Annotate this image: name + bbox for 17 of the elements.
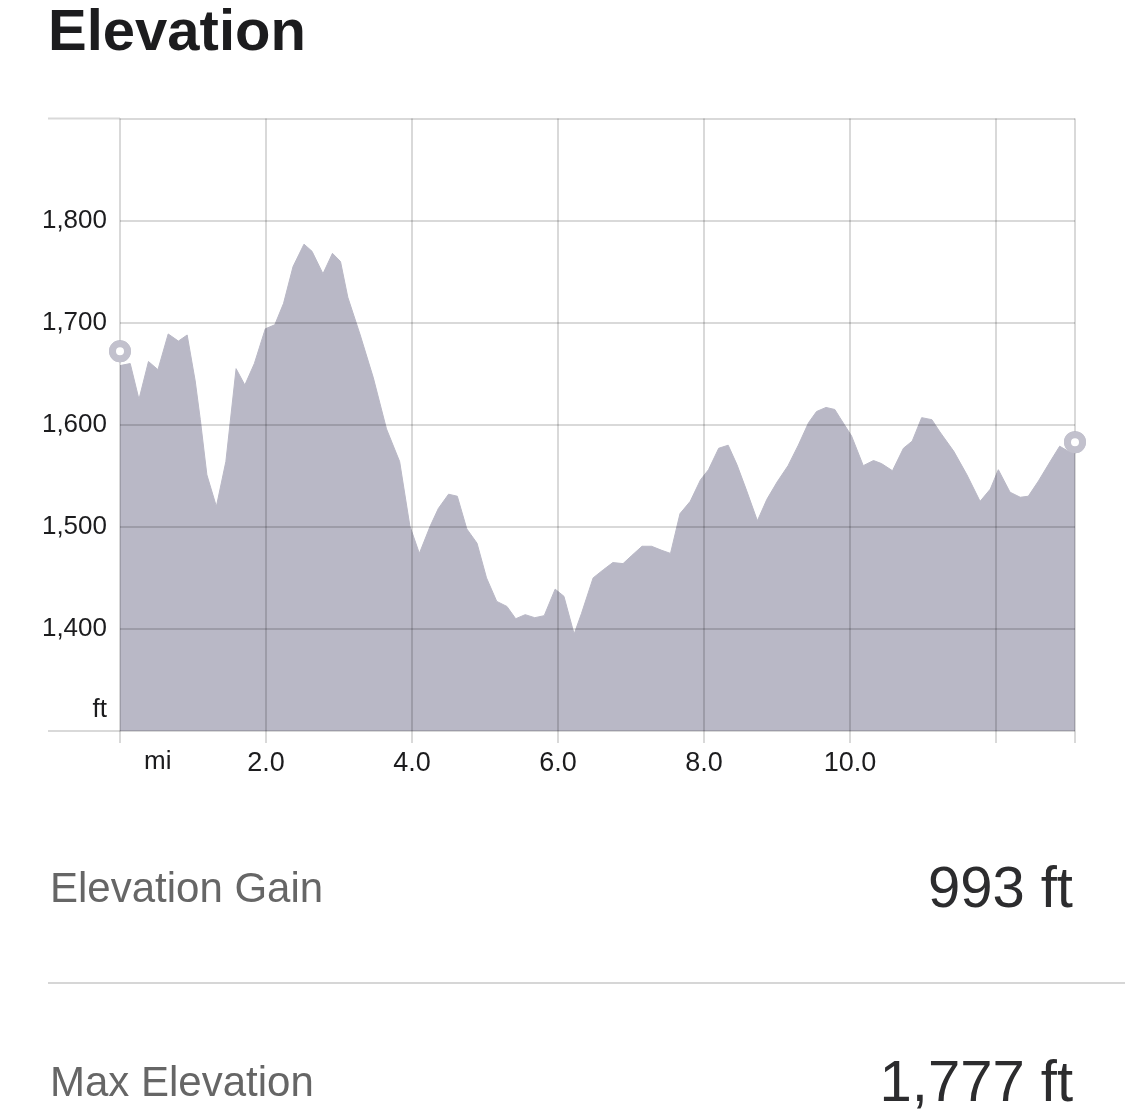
y-tick-label: 1,800 [41,203,107,234]
x-tick-label: 8.0 [685,746,723,777]
text: Elevation Gain [50,864,324,911]
x-tick-label: 2.0 [247,746,285,777]
y-tick-label: 1,400 [41,612,107,643]
x-tick-label: 6.0 [539,746,577,777]
y-tick-label: 1,600 [41,407,107,438]
chart-title: Elevation [48,0,306,62]
x-axis-title: mi [144,745,172,776]
text: 993 ft [927,854,1073,919]
y-tick-label: 1,500 [41,510,107,541]
x-tick-label: 10.0 [823,746,877,777]
y-axis-title: ft [92,693,108,724]
text: Max Elevation [50,1058,314,1105]
text: 1,777 ft [879,1048,1073,1113]
x-tick-label: 4.0 [393,746,431,777]
y-tick-label: 1,700 [41,305,107,336]
